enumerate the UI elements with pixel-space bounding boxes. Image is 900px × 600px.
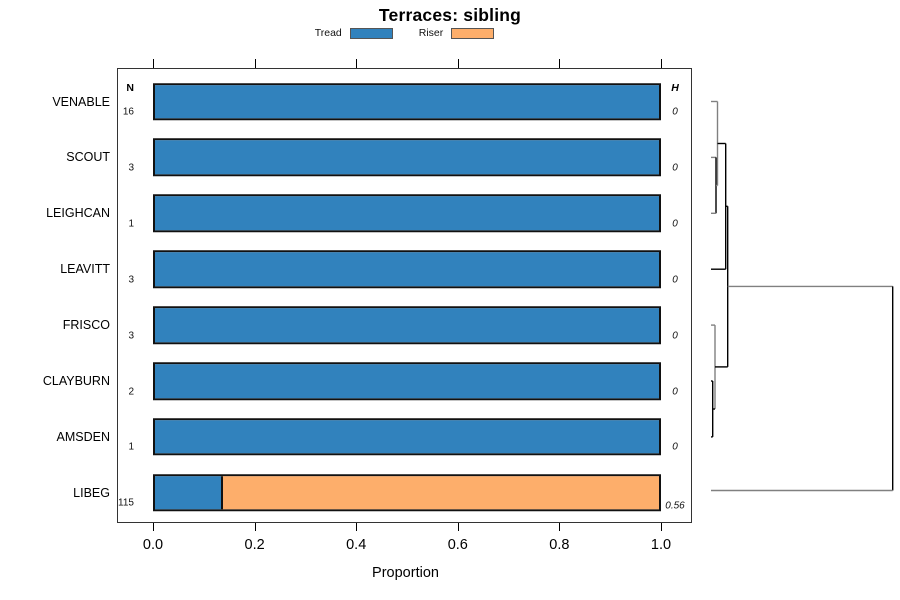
x-axis-tick-label: 0.0: [142, 537, 164, 553]
n-value: 2: [128, 386, 134, 397]
bar-row-frisco: [153, 306, 661, 344]
h-value: 0.56: [665, 500, 685, 512]
x-axis-tick-bottom: [153, 522, 154, 532]
bar-row-libeg: [153, 474, 661, 512]
bar-segment-tread: [155, 364, 659, 398]
x-axis-tick-label: 0.2: [244, 537, 265, 553]
legend-label: Riser: [418, 27, 444, 39]
n-value: 1: [128, 441, 134, 453]
h-value: 0: [672, 274, 678, 286]
legend-item: Tread: [315, 27, 393, 39]
h-value: 0: [672, 441, 678, 453]
x-axis-tick-top: [559, 59, 561, 68]
x-axis-tick-top: [457, 59, 459, 68]
y-axis-label: FRISCO: [62, 318, 110, 333]
x-axis-tick-label: 0.6: [447, 537, 468, 553]
x-axis-tick-top: [661, 59, 662, 68]
bar-row-venable: [153, 82, 661, 121]
h-value: 0: [672, 162, 678, 174]
h-value: 0: [672, 386, 678, 397]
n-value: 3: [128, 162, 134, 174]
x-axis-tick-bottom: [356, 522, 358, 532]
y-axis-label: AMSDEN: [56, 429, 110, 444]
x-axis-tick-bottom: [457, 522, 459, 532]
x-axis-tick-bottom: [254, 522, 256, 532]
bar-segment-tread: [155, 420, 659, 454]
x-axis-tick-bottom: [559, 522, 561, 532]
y-axis-label: SCOUT: [66, 150, 110, 165]
bar-row-leavitt: [153, 250, 661, 288]
x-axis-tick-label: 0.4: [346, 537, 367, 553]
y-axis-label: LEAVITT: [60, 262, 110, 277]
n-value: 115: [118, 497, 134, 509]
legend-swatch-tread: [349, 27, 393, 39]
x-axis-tick-top: [254, 59, 256, 68]
chart-title: Terraces: sibling: [378, 5, 522, 25]
h-column-header: H: [671, 82, 679, 94]
chart-legend: Tread Riser: [117, 25, 692, 41]
bar-segment-tread: [155, 476, 221, 510]
y-axis-label: LIBEG: [73, 485, 110, 500]
bar-row-clayburn: [153, 362, 661, 400]
bar-row-leighcan: [153, 194, 661, 233]
bar-row-scout: [153, 138, 661, 177]
bar-row-amsden: [153, 418, 661, 456]
bar-segment-tread: [155, 196, 659, 231]
x-axis-tick-top: [153, 59, 154, 68]
bar-segment-tread: [155, 308, 659, 342]
bar-segment-tread: [155, 140, 659, 175]
y-axis-label: CLAYBURN: [42, 374, 110, 388]
bar-segment-tread: [155, 252, 659, 286]
bar-segment-riser: [220, 476, 659, 510]
n-column-header: N: [126, 82, 134, 94]
n-value: 16: [122, 106, 134, 118]
x-axis-tick-bottom: [661, 522, 662, 532]
h-value: 0: [672, 106, 678, 118]
x-axis-tick-label: 1.0: [650, 537, 672, 553]
y-axis-label: VENABLE: [52, 94, 110, 109]
n-value: 1: [128, 218, 134, 230]
bar-segment-tread: [155, 84, 659, 119]
h-value: 0: [672, 330, 678, 342]
h-value: 0: [672, 218, 678, 230]
x-axis-tick-top: [356, 59, 358, 68]
legend-item: Riser: [419, 27, 495, 39]
legend-swatch-riser: [451, 27, 495, 39]
n-value: 3: [128, 274, 134, 286]
y-axis-label: LEIGHCAN: [46, 206, 110, 221]
n-value: 3: [128, 330, 134, 342]
legend-label: Tread: [314, 27, 342, 39]
x-axis-title: Proportion: [372, 565, 439, 581]
x-axis-tick-label: 0.8: [549, 537, 570, 553]
